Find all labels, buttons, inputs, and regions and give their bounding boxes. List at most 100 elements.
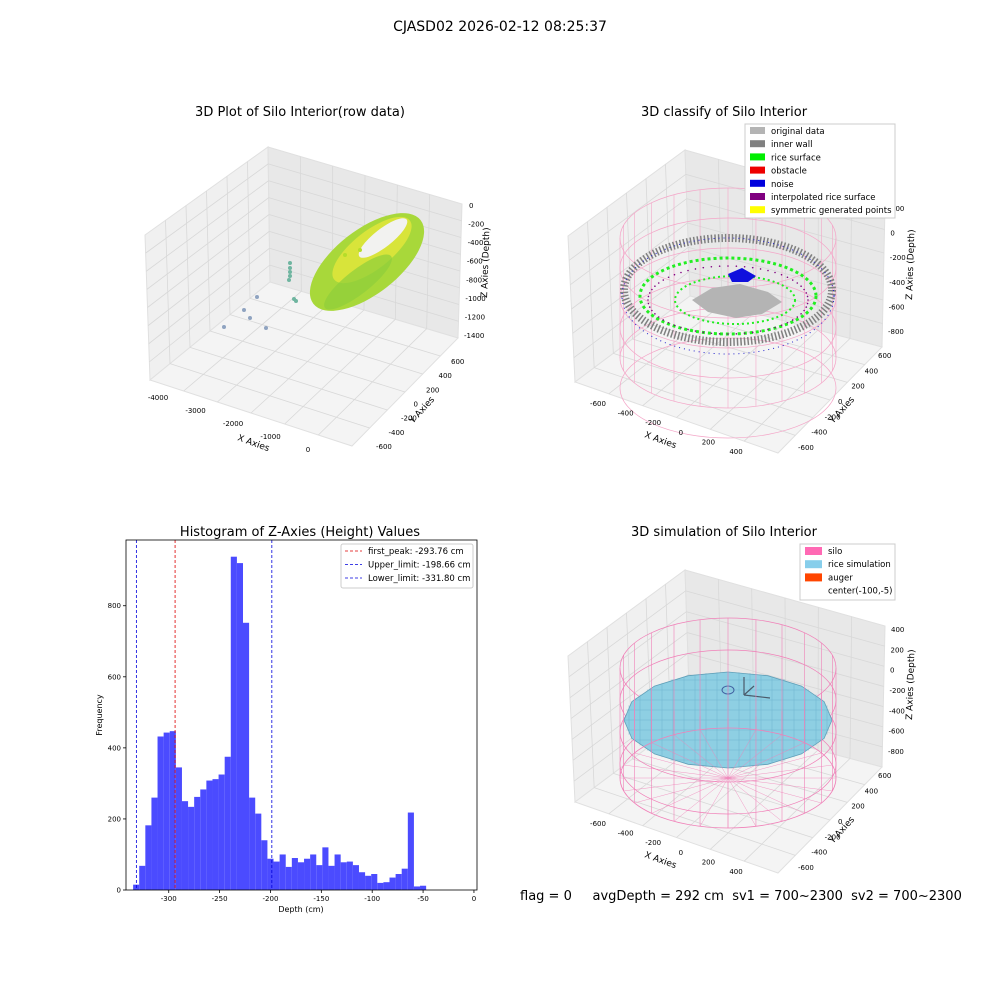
classify-z-tick-label: -800 xyxy=(888,328,904,336)
histogram-bar xyxy=(407,812,414,890)
classify-x-tick-label: -200 xyxy=(645,419,661,427)
sim-legend-label: center(-100,-5) xyxy=(828,587,892,597)
histogram-bar xyxy=(181,801,189,890)
histogram-bar xyxy=(358,872,366,890)
classify-interp-point xyxy=(743,265,746,268)
raw-outlier-point xyxy=(222,325,226,329)
sim-x-tick-label: -200 xyxy=(645,839,661,847)
histogram-legend-label: Lower_limit: -331.80 cm xyxy=(368,574,470,584)
classify-interp-point xyxy=(735,265,738,267)
histogram-ytick-label: 400 xyxy=(108,744,121,752)
raw-y-tick-label: 400 xyxy=(439,372,452,380)
histogram-ytick-label: 0 xyxy=(117,887,121,895)
sim-legend-label: auger xyxy=(828,573,853,583)
classify-legend-label: obstacle xyxy=(771,167,807,177)
classify-interp-point xyxy=(662,319,665,321)
raw-y-tick-label: -400 xyxy=(389,429,405,437)
classify-interp-point xyxy=(800,313,802,315)
simulation-panel-title: 3D simulation of Silo Interior xyxy=(631,525,818,540)
classify-interp-point xyxy=(774,271,776,274)
classify-interp-point xyxy=(786,321,789,324)
classify-interp-point xyxy=(735,333,738,335)
histogram-bar xyxy=(346,861,353,890)
status-sv2: sv2 = 700~2300 xyxy=(851,889,962,904)
histogram-bar xyxy=(224,756,231,890)
classify-interp-point xyxy=(702,266,705,269)
raw-outlier-point xyxy=(242,308,246,312)
histogram-bar xyxy=(279,854,286,890)
histogram-bar xyxy=(352,865,359,890)
sim-wire-spoke xyxy=(727,764,833,779)
sim-z-tick-label: -200 xyxy=(890,687,906,695)
sim-wire-spoke xyxy=(727,777,833,792)
histogram-xtick-label: -50 xyxy=(417,895,428,903)
histogram-xtick-label: 0 xyxy=(472,895,476,903)
raw-x-tick-label: 0 xyxy=(306,446,310,454)
classify-interp-point xyxy=(654,313,656,315)
sim-wire-base xyxy=(619,727,837,829)
raw-ylabel: Y Axies xyxy=(407,395,437,427)
classify-legend-swatch xyxy=(750,179,765,187)
histogram-bar xyxy=(334,854,341,890)
classify-interp-point xyxy=(687,328,689,331)
sim-wire-spoke xyxy=(727,752,822,779)
classify-legend-swatch xyxy=(750,140,765,148)
raw-outlier-point xyxy=(288,261,292,265)
classify-interp-point xyxy=(767,269,769,272)
sim-wire-spoke xyxy=(727,734,783,779)
histogram-bar xyxy=(236,563,243,890)
classify-legend-label: inner wall xyxy=(771,140,812,150)
sim-y-tick-label: 400 xyxy=(865,787,878,795)
classify-y-tick-label: -400 xyxy=(811,429,827,437)
classify-interp-point xyxy=(727,333,729,335)
classify-x-tick-label: 0 xyxy=(679,429,683,437)
raw-z-tick-label: -1200 xyxy=(465,313,485,321)
classify-legend-label: rice surface xyxy=(771,153,821,163)
classify-interp-point xyxy=(673,273,676,276)
raw-cloud-edge xyxy=(324,254,392,310)
classify-y-tick-label: 0 xyxy=(838,398,842,406)
histogram-bar xyxy=(267,858,274,890)
histogram-bar xyxy=(151,797,158,890)
histogram-axes-frame xyxy=(125,539,478,891)
classify-interp-point xyxy=(805,292,808,294)
raw-outlier-point xyxy=(294,299,298,303)
histogram-bar xyxy=(340,862,347,890)
histogram-bar xyxy=(194,796,201,890)
histogram-bar xyxy=(230,556,237,890)
sim-x-tick-label: 0 xyxy=(679,849,683,857)
raw-outlier-point xyxy=(288,274,292,278)
sim-legend-label: rice simulation xyxy=(828,560,891,570)
histogram-bar xyxy=(401,868,408,890)
classify-interp-point xyxy=(718,265,721,267)
sim-z-tick-label: -800 xyxy=(888,748,904,756)
classify-x-tick-label: -600 xyxy=(590,400,606,408)
histogram-ytick-label: 600 xyxy=(108,673,121,681)
histogram-bar xyxy=(420,885,427,890)
classify-interp-point xyxy=(751,331,754,334)
histogram-bar xyxy=(285,866,292,890)
sim-legend-swatch xyxy=(805,547,822,555)
histogram-legend-label: first_peak: -293.76 cm xyxy=(368,547,464,557)
classify-z-tick-label: -200 xyxy=(890,254,906,262)
classify-interp-point xyxy=(800,285,802,287)
histogram-legend: first_peak: -293.76 cm Upper_limit: -198.… xyxy=(340,543,474,589)
classify-interp-point xyxy=(767,328,769,331)
raw-zlabel: Z Axies (Depth) xyxy=(480,227,492,298)
raw-outlier-point xyxy=(288,270,292,274)
histogram-bar xyxy=(389,877,396,890)
classify-legend-label: noise xyxy=(771,180,794,190)
histogram-xtick-label: -200 xyxy=(263,895,279,903)
sim-z-tick-label: -600 xyxy=(889,728,905,736)
sim-y-tick-label: -600 xyxy=(798,864,814,872)
raw-outlier-point xyxy=(248,316,252,320)
classify-point-layers xyxy=(620,234,836,355)
raw-y-tick-label: -200 xyxy=(401,415,417,423)
histogram-bar xyxy=(310,854,317,890)
classify-y-tick-label: -200 xyxy=(825,413,841,421)
classify-interp-point xyxy=(673,324,676,327)
classify-interp-point xyxy=(786,276,789,279)
histogram-bar xyxy=(243,622,250,890)
classify-interp-point xyxy=(718,333,721,335)
